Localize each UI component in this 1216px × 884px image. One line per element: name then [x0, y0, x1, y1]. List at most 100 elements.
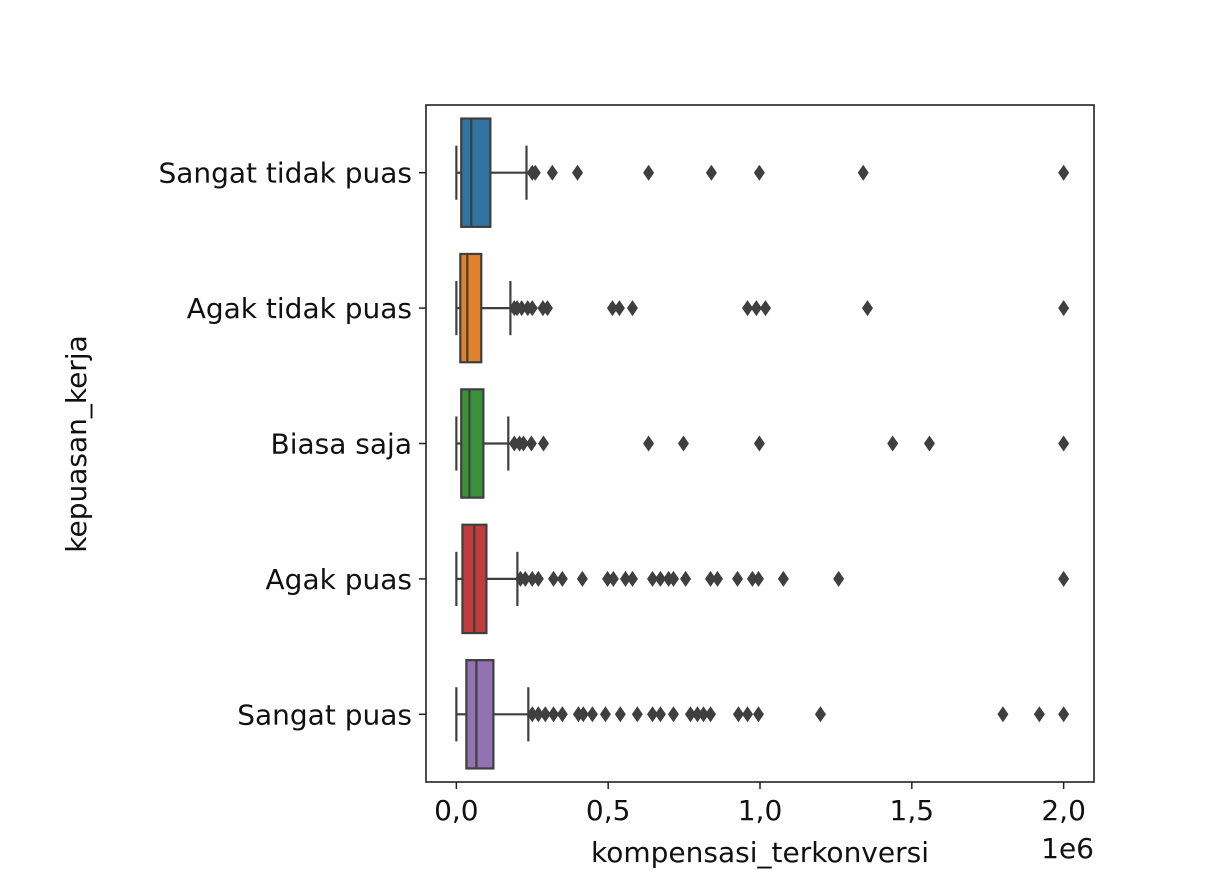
outlier-point — [732, 570, 744, 587]
outlier-point — [643, 435, 655, 452]
outlier-point — [746, 570, 758, 587]
y-axis-label: kepuasan_kerja — [60, 335, 93, 553]
outlier-point — [1033, 706, 1045, 723]
outlier-point — [548, 706, 560, 723]
outlier-point — [647, 570, 659, 587]
outlier-point — [833, 570, 845, 587]
box-group — [455, 388, 1070, 499]
box — [460, 388, 485, 499]
outlier-point — [526, 706, 538, 723]
outlier-point — [613, 300, 625, 317]
box-group — [455, 252, 1070, 364]
x-axis-ticks: 0,0 0,5 1,0 1,5 2,0 — [434, 782, 1086, 827]
outlier-point — [538, 435, 550, 452]
box-group — [455, 117, 1070, 228]
outlier-point — [742, 300, 754, 317]
outlier-point — [546, 164, 558, 181]
outlier-point — [680, 570, 692, 587]
outlier-point — [626, 300, 638, 317]
outlier-point — [711, 570, 723, 587]
outlier-point — [517, 435, 529, 452]
outlier-point — [541, 300, 553, 317]
box — [465, 659, 495, 770]
outlier-point — [654, 570, 666, 587]
x-tick-label: 0,0 — [434, 794, 479, 827]
outlier-point — [619, 570, 631, 587]
outlier-point — [777, 570, 789, 587]
outlier-point — [525, 435, 537, 452]
outlier-point — [752, 706, 764, 723]
outlier-point — [631, 706, 643, 723]
outlier-point — [684, 706, 696, 723]
outlier-point — [586, 706, 598, 723]
outlier-point — [1058, 435, 1070, 452]
outlier-point — [814, 706, 826, 723]
outlier-point — [705, 706, 717, 723]
box — [459, 252, 483, 364]
outlier-point — [519, 570, 531, 587]
x-tick-label: 1,5 — [890, 794, 935, 827]
outlier-point — [516, 300, 528, 317]
outlier-point — [539, 706, 551, 723]
outlier-point — [752, 570, 764, 587]
outlier-point — [1058, 706, 1070, 723]
outlier-point — [577, 706, 589, 723]
outlier-point — [759, 300, 771, 317]
outlier-point — [626, 570, 638, 587]
outlier-point — [750, 300, 762, 317]
outlier-point — [556, 706, 568, 723]
outlier-point — [607, 570, 619, 587]
outlier-point — [732, 706, 744, 723]
outlier-point — [606, 300, 618, 317]
outlier-point — [997, 706, 1009, 723]
outlier-point — [548, 570, 560, 587]
outlier-point — [643, 164, 655, 181]
x-tick-label: 2,0 — [1041, 794, 1086, 827]
outlier-point — [667, 570, 679, 587]
box-group — [455, 523, 1070, 635]
outlier-point — [691, 706, 703, 723]
y-tick-label: Sangat puas — [237, 698, 412, 731]
x-tick-label: 1,0 — [738, 794, 783, 827]
outlier-point — [556, 570, 568, 587]
outlier-point — [654, 706, 666, 723]
plot-marks — [455, 117, 1070, 770]
outlier-point — [861, 300, 873, 317]
outlier-point — [532, 570, 544, 587]
outlier-point — [526, 570, 538, 587]
outlier-point — [698, 706, 710, 723]
outlier-point — [599, 706, 611, 723]
outlier-point — [677, 435, 689, 452]
box-group — [455, 659, 1070, 770]
outlier-point — [602, 570, 614, 587]
outlier-point — [667, 706, 679, 723]
outlier-point — [532, 706, 544, 723]
outlier-point — [576, 570, 588, 587]
box — [460, 117, 492, 228]
outlier-point — [753, 164, 765, 181]
outlier-point — [647, 706, 659, 723]
y-tick-label: Agak tidak puas — [187, 292, 412, 325]
outlier-point — [1058, 570, 1070, 587]
outlier-point — [1058, 164, 1070, 181]
outlier-point — [526, 300, 538, 317]
outlier-point — [614, 706, 626, 723]
outlier-point — [857, 164, 869, 181]
y-tick-label: Biasa saja — [271, 428, 412, 461]
x-axis-offset-label: 1e6 — [1041, 832, 1094, 865]
x-axis-label: kompensasi_terkonversi — [591, 836, 929, 869]
outlier-point — [572, 164, 584, 181]
x-tick-label: 0,5 — [586, 794, 631, 827]
outlier-point — [887, 435, 899, 452]
outlier-point — [923, 435, 935, 452]
outlier-point — [1058, 300, 1070, 317]
outlier-point — [705, 570, 717, 587]
outlier-point — [753, 435, 765, 452]
y-tick-label: Agak puas — [266, 563, 412, 596]
outlier-point — [742, 706, 754, 723]
y-tick-label: Sangat tidak puas — [158, 157, 412, 190]
outlier-point — [705, 164, 717, 181]
outlier-point — [529, 164, 541, 181]
y-axis-ticks: Sangat tidak puas Agak tidak puas Biasa sa… — [158, 157, 426, 731]
